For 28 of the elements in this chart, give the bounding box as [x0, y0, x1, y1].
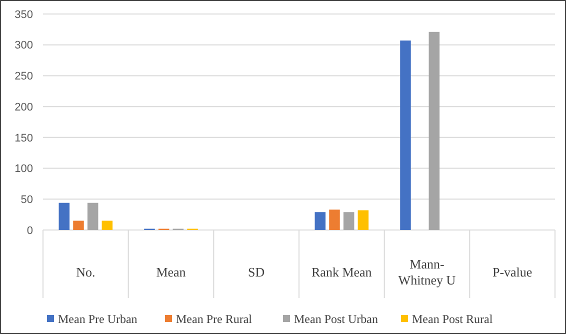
- legend-label: Mean Pre Rural: [176, 312, 253, 326]
- bar: [329, 210, 340, 230]
- x-tick-label: SD: [248, 264, 265, 280]
- y-tick-label: 300: [14, 40, 33, 52]
- y-tick-label: 150: [14, 132, 33, 144]
- bar: [102, 220, 113, 230]
- x-tick-label: Rank Mean: [312, 264, 372, 280]
- bar: [428, 32, 440, 230]
- x-tick-label: P-value: [492, 264, 532, 280]
- bar: [73, 220, 84, 230]
- y-tick-label: 200: [14, 101, 33, 114]
- bar: [314, 212, 326, 230]
- x-tick-label: Mean: [156, 264, 186, 280]
- bar: [343, 212, 354, 230]
- legend-label: Mean Pre Urban: [58, 312, 138, 326]
- x-tick-label: No.: [76, 264, 96, 280]
- x-tick-label: Mann-Whitney U: [398, 256, 456, 288]
- y-tick-label: 100: [14, 163, 33, 176]
- bar: [400, 40, 411, 230]
- legend-label: Mean Post Urban: [294, 312, 378, 326]
- y-tick-label: 350: [14, 8, 33, 21]
- y-tick-label: 250: [14, 70, 33, 83]
- legend-label: Mean Post Rural: [412, 312, 494, 326]
- y-tick-label: 0: [26, 224, 33, 237]
- bar: [58, 202, 70, 230]
- bar: [358, 210, 369, 230]
- bar: [87, 202, 98, 230]
- y-tick-label: 50: [20, 194, 33, 206]
